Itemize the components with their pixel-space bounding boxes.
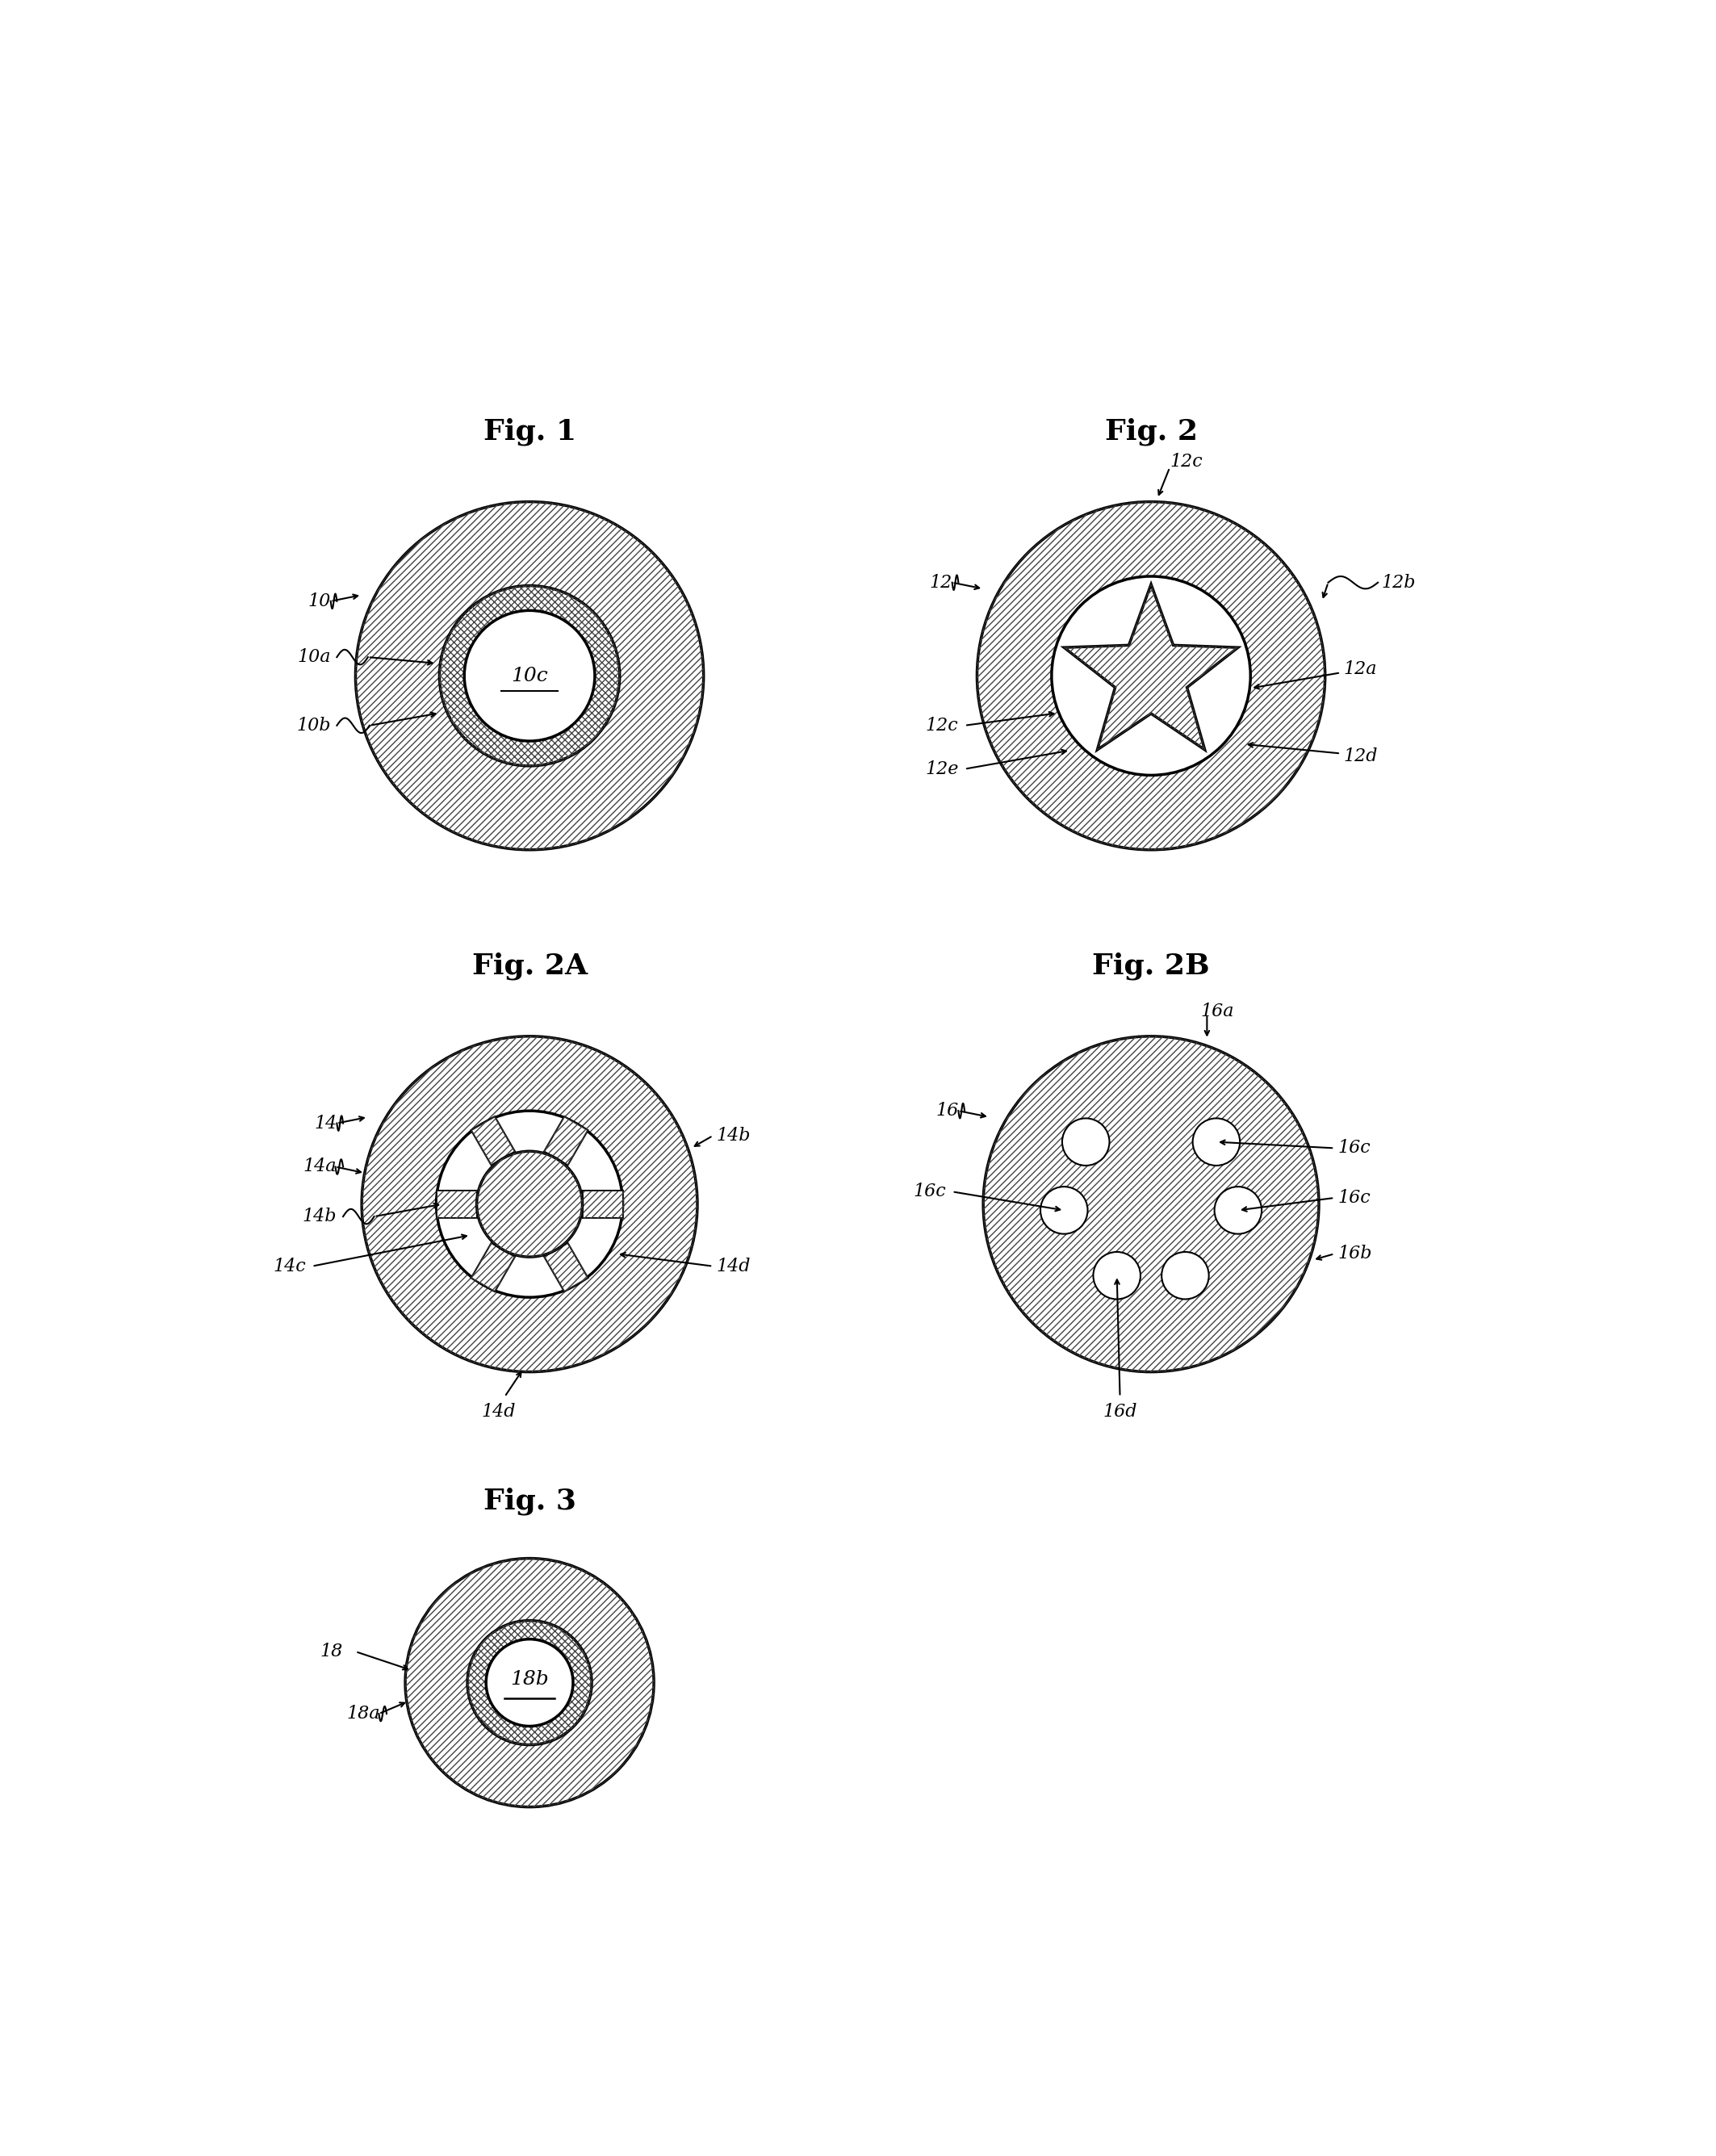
Text: 18: 18 [321,1643,343,1660]
Text: 12e: 12e [925,761,958,778]
Circle shape [486,1639,573,1727]
Text: Fig. 2B: Fig. 2B [1093,953,1210,981]
Text: 16: 16 [935,1102,958,1119]
Text: 18b: 18b [510,1671,549,1688]
Circle shape [1062,1119,1110,1166]
Polygon shape [436,1190,477,1218]
Circle shape [976,502,1325,849]
Circle shape [1040,1186,1088,1233]
Text: 14a: 14a [304,1158,336,1175]
Polygon shape [472,1244,515,1291]
Text: 12c: 12c [1170,453,1203,470]
Text: 12b: 12b [1381,573,1416,591]
Polygon shape [544,1117,589,1164]
Circle shape [1052,576,1251,776]
Text: 16d: 16d [1103,1404,1138,1421]
Polygon shape [582,1190,623,1218]
Text: Fig. 2: Fig. 2 [1105,418,1198,446]
Text: 12c: 12c [925,716,958,735]
Circle shape [1162,1253,1208,1300]
Text: 14c: 14c [273,1257,305,1274]
Text: 14b: 14b [302,1207,336,1225]
Polygon shape [1064,584,1237,750]
Circle shape [439,586,619,765]
Text: 10c: 10c [511,666,547,686]
Polygon shape [544,1244,589,1291]
Text: 12: 12 [930,573,952,591]
Text: 16b: 16b [1337,1244,1371,1263]
Text: Fig. 1: Fig. 1 [484,418,577,446]
Text: Fig. 2A: Fig. 2A [472,953,587,981]
Text: 14d: 14d [716,1257,750,1274]
Text: 10a: 10a [297,649,331,666]
Text: Fig. 3: Fig. 3 [484,1488,577,1516]
Circle shape [465,610,595,742]
Text: 16c: 16c [1337,1138,1371,1158]
Circle shape [1093,1253,1141,1300]
Text: 14b: 14b [716,1128,750,1145]
Text: 14d: 14d [480,1404,515,1421]
Text: 12a: 12a [1344,660,1378,679]
Text: 10: 10 [307,593,331,610]
Circle shape [362,1037,697,1371]
Circle shape [405,1559,654,1807]
Circle shape [436,1110,623,1298]
Text: 10b: 10b [297,716,331,735]
Text: 16c: 16c [1337,1188,1371,1207]
Circle shape [355,502,704,849]
Circle shape [1215,1186,1261,1233]
Circle shape [477,1151,582,1257]
Circle shape [983,1037,1320,1371]
Text: 18a: 18a [347,1705,381,1723]
Text: 12d: 12d [1344,748,1378,765]
Polygon shape [472,1117,515,1164]
Text: 14: 14 [314,1115,336,1132]
Circle shape [1193,1119,1241,1166]
Text: 16a: 16a [1201,1003,1234,1020]
Circle shape [467,1621,592,1744]
Text: 16c: 16c [913,1184,946,1201]
